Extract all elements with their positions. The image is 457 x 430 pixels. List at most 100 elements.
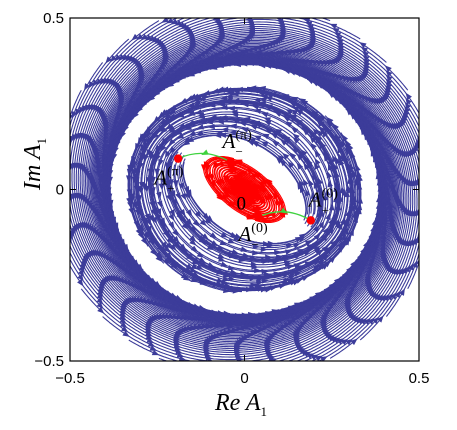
streamline-arrow	[294, 71, 302, 78]
streamline-arrow	[146, 283, 154, 290]
streamline-arrow	[399, 288, 405, 296]
streamline-arrow	[144, 327, 153, 334]
streamline-arrow	[395, 267, 401, 276]
streamline-arrow	[110, 274, 117, 282]
streamline-path	[132, 95, 346, 293]
streamline-arrow	[404, 105, 411, 114]
streamline-arrow	[241, 11, 248, 17]
streamline-arrow	[147, 341, 156, 347]
streamline-arrow	[376, 115, 383, 124]
streamline-arrow	[352, 76, 360, 83]
streamline-arrow	[263, 120, 272, 126]
streamline-arrow	[140, 237, 148, 245]
streamline-arrow	[141, 94, 149, 102]
streamline	[78, 18, 391, 337]
streamline-arrow	[401, 266, 407, 274]
streamline-arrow	[385, 81, 393, 89]
streamline-arrow	[411, 237, 417, 245]
streamline-arrow	[121, 299, 129, 306]
streamline-arrow	[263, 2, 270, 8]
streamline-arrow	[420, 171, 427, 179]
streamline-arrow	[353, 316, 361, 324]
streamline-arrow	[56, 211, 63, 219]
streamline-arrow	[188, 130, 197, 136]
streamline-arrow	[344, 278, 352, 286]
streamline-arrow	[379, 294, 386, 302]
streamline-arrow	[303, 308, 311, 315]
streamline-arrow	[111, 259, 119, 267]
streamline-arrow	[352, 100, 360, 108]
streamline-arrow	[189, 238, 197, 246]
streamline-arrow	[346, 310, 354, 318]
streamline-arrow	[333, 32, 342, 38]
streamline-arrow	[422, 168, 429, 176]
streamline-arrow	[408, 262, 414, 271]
streamline-arrow	[355, 261, 362, 270]
streamline-arrow	[119, 317, 127, 325]
fixed-point-A-plus-pi	[173, 154, 183, 163]
streamline-arrow	[126, 296, 135, 304]
streamline-arrow	[140, 33, 148, 41]
streamline-arrow	[390, 292, 397, 300]
streamline-arrow	[148, 35, 156, 42]
streamline-path	[130, 92, 349, 283]
streamline-arrow	[247, 23, 255, 30]
streamline-arrow	[302, 178, 309, 187]
streamline-arrow	[70, 135, 75, 144]
streamline-arrow	[72, 134, 78, 142]
streamline-arrow	[148, 77, 156, 84]
streamline-arrow	[145, 330, 153, 337]
streamline-arrow	[330, 298, 338, 306]
streamline-arrow	[363, 95, 371, 103]
streamline-arrow	[220, 231, 228, 238]
streamline-arrow	[174, 345, 182, 351]
streamline-arrow	[140, 88, 148, 96]
streamline-arrow	[426, 160, 433, 168]
streamline-arrow	[331, 28, 340, 34]
label-superscript: (π)	[235, 128, 252, 143]
streamline-arrow	[124, 297, 133, 304]
streamline-arrow	[79, 106, 85, 115]
streamline-arrow	[405, 97, 412, 105]
streamline-arrow	[87, 175, 93, 183]
streamline-arrow	[350, 281, 358, 289]
streamline-arrow	[411, 260, 418, 269]
streamline-arrow	[426, 198, 432, 205]
streamline-arrow	[359, 42, 367, 49]
streamline-arrow	[362, 58, 370, 65]
streamline-arrow	[58, 174, 64, 181]
streamline-arrow	[254, 267, 262, 274]
streamline-arrow	[96, 297, 104, 305]
streamline-arrow	[326, 305, 334, 312]
streamline-arrow	[117, 89, 124, 98]
streamline-arrow	[85, 104, 91, 112]
label-subscript: −	[251, 237, 258, 252]
streamline-arrow	[348, 284, 356, 292]
streamline-arrow	[307, 28, 315, 34]
streamline-arrow	[359, 105, 367, 113]
label-superscript: (0)	[322, 186, 339, 201]
streamline-arrow	[354, 75, 363, 83]
streamline-arrow	[134, 59, 142, 67]
streamline-arrow	[373, 114, 380, 122]
streamline-arrow	[344, 296, 352, 304]
fixed-point-A-minus-pi	[226, 157, 235, 167]
streamline-arrow	[374, 97, 382, 105]
streamline-arrow	[58, 207, 65, 215]
streamline-arrow	[131, 101, 139, 109]
streamline-arrow	[347, 312, 355, 320]
streamline-arrow	[356, 102, 364, 110]
label-subscript: +	[322, 202, 329, 217]
streamline-arrow	[364, 128, 371, 136]
streamline-arrow	[137, 277, 145, 285]
streamline-arrow	[163, 257, 171, 265]
streamline-arrow	[341, 283, 349, 291]
streamline-arrow	[168, 213, 175, 222]
streamline-arrow	[79, 262, 86, 270]
streamline-arrow	[122, 54, 129, 62]
streamline-arrow	[324, 308, 332, 315]
streamline-arrow	[334, 35, 343, 42]
streamline	[81, 18, 409, 334]
streamline-arrow	[60, 171, 66, 178]
